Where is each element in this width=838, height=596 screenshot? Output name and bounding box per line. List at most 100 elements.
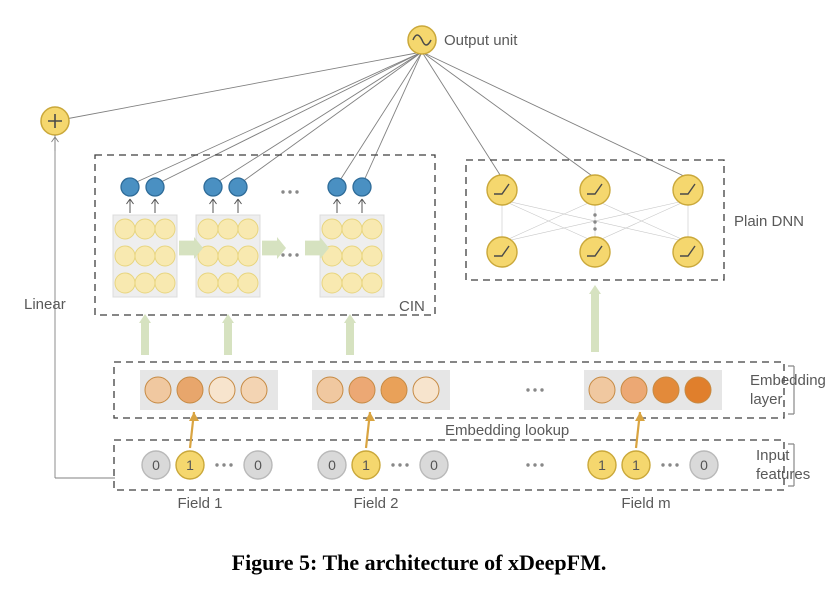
 xyxy=(281,253,284,256)
 xyxy=(362,219,382,239)
 xyxy=(661,463,664,466)
cin-block xyxy=(320,178,384,297)
embedding-vector xyxy=(241,377,267,403)
embedding-vector xyxy=(177,377,203,403)
embedding-vector xyxy=(653,377,679,403)
embedding-layer-label: Embedding layer xyxy=(750,372,826,410)
 xyxy=(288,190,291,193)
 xyxy=(198,219,218,239)
input-features-label: Input features xyxy=(756,447,810,485)
field-label: Field m xyxy=(621,495,670,512)
output-connections xyxy=(55,52,688,185)
ellipsis xyxy=(281,190,298,193)
dnn-neuron xyxy=(487,175,517,205)
cin-label: CIN xyxy=(399,298,425,315)
embedding-vector xyxy=(621,377,647,403)
linear-node xyxy=(41,107,115,478)
 xyxy=(155,273,175,293)
figure-caption: Figure 5: The architecture of xDeepFM. xyxy=(0,550,838,576)
 xyxy=(135,219,155,239)
 xyxy=(281,190,284,193)
flow-arrow-up xyxy=(589,285,601,352)
 xyxy=(218,246,238,266)
embedding-vector xyxy=(317,377,343,403)
 xyxy=(115,273,135,293)
 xyxy=(115,246,135,266)
embedding-vector xyxy=(589,377,615,403)
 xyxy=(593,227,596,230)
embedding-vector xyxy=(685,377,711,403)
 xyxy=(135,246,155,266)
 xyxy=(322,273,342,293)
cin-top-node xyxy=(229,178,247,196)
 xyxy=(593,213,596,216)
svg-text:0: 0 xyxy=(700,457,708,473)
ellipsis xyxy=(215,463,232,466)
embedding-vector xyxy=(209,377,235,403)
 xyxy=(675,463,678,466)
 xyxy=(540,463,543,466)
ellipsis xyxy=(526,463,543,466)
 xyxy=(533,388,536,391)
dnn-neuron xyxy=(673,237,703,267)
svg-text:0: 0 xyxy=(254,457,262,473)
ellipsis xyxy=(281,253,298,256)
dnn-neuron xyxy=(580,175,610,205)
input-box xyxy=(114,440,784,490)
svg-text:0: 0 xyxy=(152,457,160,473)
 xyxy=(215,463,218,466)
svg-text:1: 1 xyxy=(598,457,606,473)
ellipsis xyxy=(391,463,408,466)
 xyxy=(155,246,175,266)
 xyxy=(405,463,408,466)
embedding-vector xyxy=(413,377,439,403)
 xyxy=(322,219,342,239)
cin-top-node xyxy=(353,178,371,196)
 xyxy=(198,273,218,293)
 xyxy=(526,388,529,391)
embedding-vector xyxy=(381,377,407,403)
linear-label: Linear xyxy=(24,296,66,313)
svg-text:0: 0 xyxy=(328,457,336,473)
cin-block xyxy=(196,178,260,297)
 xyxy=(526,463,529,466)
flow-arrow-up xyxy=(139,314,151,355)
svg-text:0: 0 xyxy=(430,457,438,473)
 xyxy=(295,190,298,193)
ellipsis xyxy=(526,388,543,391)
 xyxy=(342,219,362,239)
svg-text:1: 1 xyxy=(362,457,370,473)
field-label: Field 1 xyxy=(177,495,222,512)
svg-text:1: 1 xyxy=(632,457,640,473)
 xyxy=(218,273,238,293)
 xyxy=(362,246,382,266)
 xyxy=(398,463,401,466)
 xyxy=(288,253,291,256)
 xyxy=(238,273,258,293)
flow-arrow-up xyxy=(222,314,234,355)
ellipsis xyxy=(661,463,678,466)
 xyxy=(342,246,362,266)
 xyxy=(222,463,225,466)
plain-dnn-label: Plain DNN xyxy=(734,213,804,230)
svg-text:1: 1 xyxy=(186,457,194,473)
cin-top-node xyxy=(328,178,346,196)
dnn-neuron xyxy=(580,237,610,267)
 xyxy=(218,219,238,239)
embedding-vector xyxy=(349,377,375,403)
 xyxy=(115,219,135,239)
 xyxy=(533,463,536,466)
 xyxy=(540,388,543,391)
field-label: Field 2 xyxy=(353,495,398,512)
cin-top-node xyxy=(146,178,164,196)
embedding-layer xyxy=(114,362,794,418)
 xyxy=(362,273,382,293)
 xyxy=(668,463,671,466)
output-unit xyxy=(408,26,436,54)
 xyxy=(342,273,362,293)
 xyxy=(135,273,155,293)
 xyxy=(238,219,258,239)
plain-dnn-module xyxy=(466,160,724,352)
flow-arrow-up xyxy=(344,314,356,355)
dnn-neuron xyxy=(487,237,517,267)
